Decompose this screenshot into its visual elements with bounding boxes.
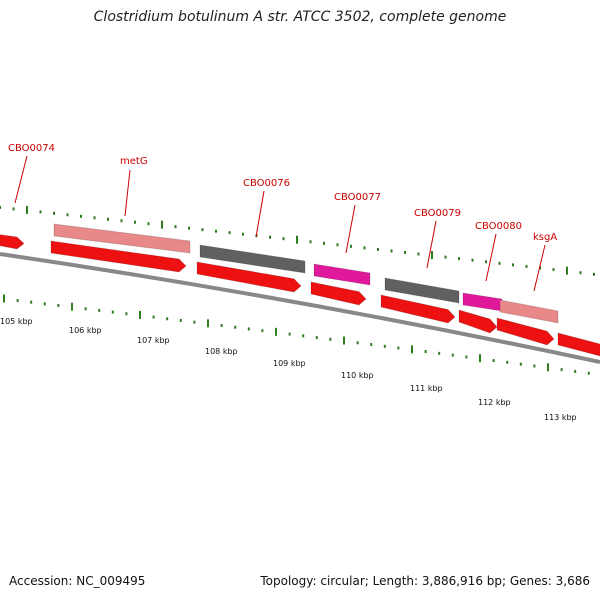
kbp-label: 105 kbp — [0, 317, 33, 326]
genome-backbone — [0, 252, 600, 364]
label-leader-line — [485, 233, 497, 282]
gene-arrow-cbo0076 — [199, 244, 306, 274]
gene-label: CBO0079 — [414, 208, 461, 219]
kbp-label: 112 kbp — [478, 398, 511, 407]
gene-label: CBO0074 — [8, 143, 55, 154]
gene-arrow-ksga — [499, 299, 559, 324]
label-leader-line — [345, 204, 356, 254]
gene-arrow-lower — [557, 332, 600, 357]
label-leader-line — [533, 244, 546, 292]
kbp-label: 111 kbp — [410, 384, 443, 393]
label-leader-line — [426, 220, 437, 269]
gene-arrow-metg — [53, 223, 191, 254]
kbp-label: 113 kbp — [544, 413, 577, 422]
gene-arrow-lower — [496, 317, 555, 346]
gene-arrow-lower — [458, 309, 498, 334]
gene-arrow-lower — [380, 294, 456, 324]
gene-arrow-cbo0074 — [0, 234, 25, 250]
gene-arrow-cbo0077 — [313, 263, 371, 286]
kbp-label: 109 kbp — [273, 359, 306, 368]
gene-arrow-cbo0080 — [462, 292, 503, 312]
accession-text: Accession: NC_009495 — [9, 574, 146, 588]
label-leader-line — [14, 155, 28, 204]
gene-label: CBO0080 — [475, 221, 522, 232]
gene-arrow-lower — [50, 240, 187, 273]
map-title: Clostridium botulinum A str. ATCC 3502, … — [93, 9, 507, 25]
gene-arrow-lower — [310, 281, 367, 306]
kbp-label: 106 kbp — [69, 326, 102, 335]
gene-label: metG — [120, 156, 148, 167]
label-leader-line — [124, 169, 131, 217]
kbp-label: 108 kbp — [205, 347, 238, 356]
gene-label: ksgA — [533, 232, 557, 243]
kbp-label: 110 kbp — [341, 371, 374, 380]
genome-summary: Topology: circular; Length: 3,886,916 bp… — [260, 574, 590, 588]
gene-arrow-cbo0079 — [384, 277, 460, 304]
gene-label: CBO0077 — [334, 192, 381, 203]
kbp-label: 107 kbp — [137, 336, 170, 345]
label-leader-line — [255, 190, 265, 238]
gene-arrow-lower — [196, 261, 302, 293]
gene-label: CBO0076 — [243, 178, 290, 189]
